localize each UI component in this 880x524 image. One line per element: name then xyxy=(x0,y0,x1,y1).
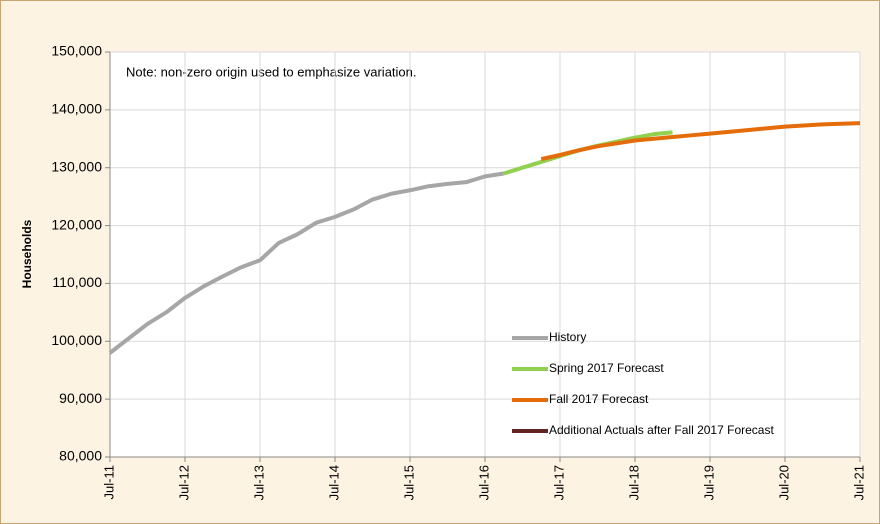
x-tick-label: Jul-18 xyxy=(626,465,641,500)
annotation: Note: non-zero origin used to emphasize … xyxy=(126,64,417,79)
y-tick-label: 90,000 xyxy=(59,390,102,406)
x-tick-label: Jul-21 xyxy=(851,465,866,500)
x-tick-label: Jul-17 xyxy=(551,465,566,500)
legend-label: History xyxy=(549,330,586,344)
y-tick-label: 80,000 xyxy=(59,448,102,464)
series-line xyxy=(108,171,505,355)
x-tick-label: Jul-20 xyxy=(776,465,791,500)
x-tick-label: Jul-19 xyxy=(701,465,716,500)
y-tick-label: 130,000 xyxy=(51,158,102,174)
legend-label: Additional Actuals after Fall 2017 Forec… xyxy=(549,423,774,437)
x-tick-label: Jul-16 xyxy=(476,465,491,500)
x-tick-label: Jul-12 xyxy=(176,465,191,500)
y-axis-label: Households xyxy=(20,219,34,288)
y-tick-label: 100,000 xyxy=(51,332,102,348)
x-tick-label: Jul-14 xyxy=(326,465,341,500)
y-tick-label: 120,000 xyxy=(51,216,102,232)
x-tick-label: Jul-11 xyxy=(101,465,116,499)
series-line xyxy=(540,121,861,161)
y-tick-label: 110,000 xyxy=(52,274,102,290)
x-tick-label: Jul-13 xyxy=(251,465,266,500)
y-tick-label: 150,000 xyxy=(51,43,102,59)
legend-label: Fall 2017 Forecast xyxy=(549,392,649,406)
y-tick-label: 140,000 xyxy=(51,101,102,117)
x-tick-label: Jul-15 xyxy=(401,465,416,500)
legend-label: Spring 2017 Forecast xyxy=(549,361,664,375)
